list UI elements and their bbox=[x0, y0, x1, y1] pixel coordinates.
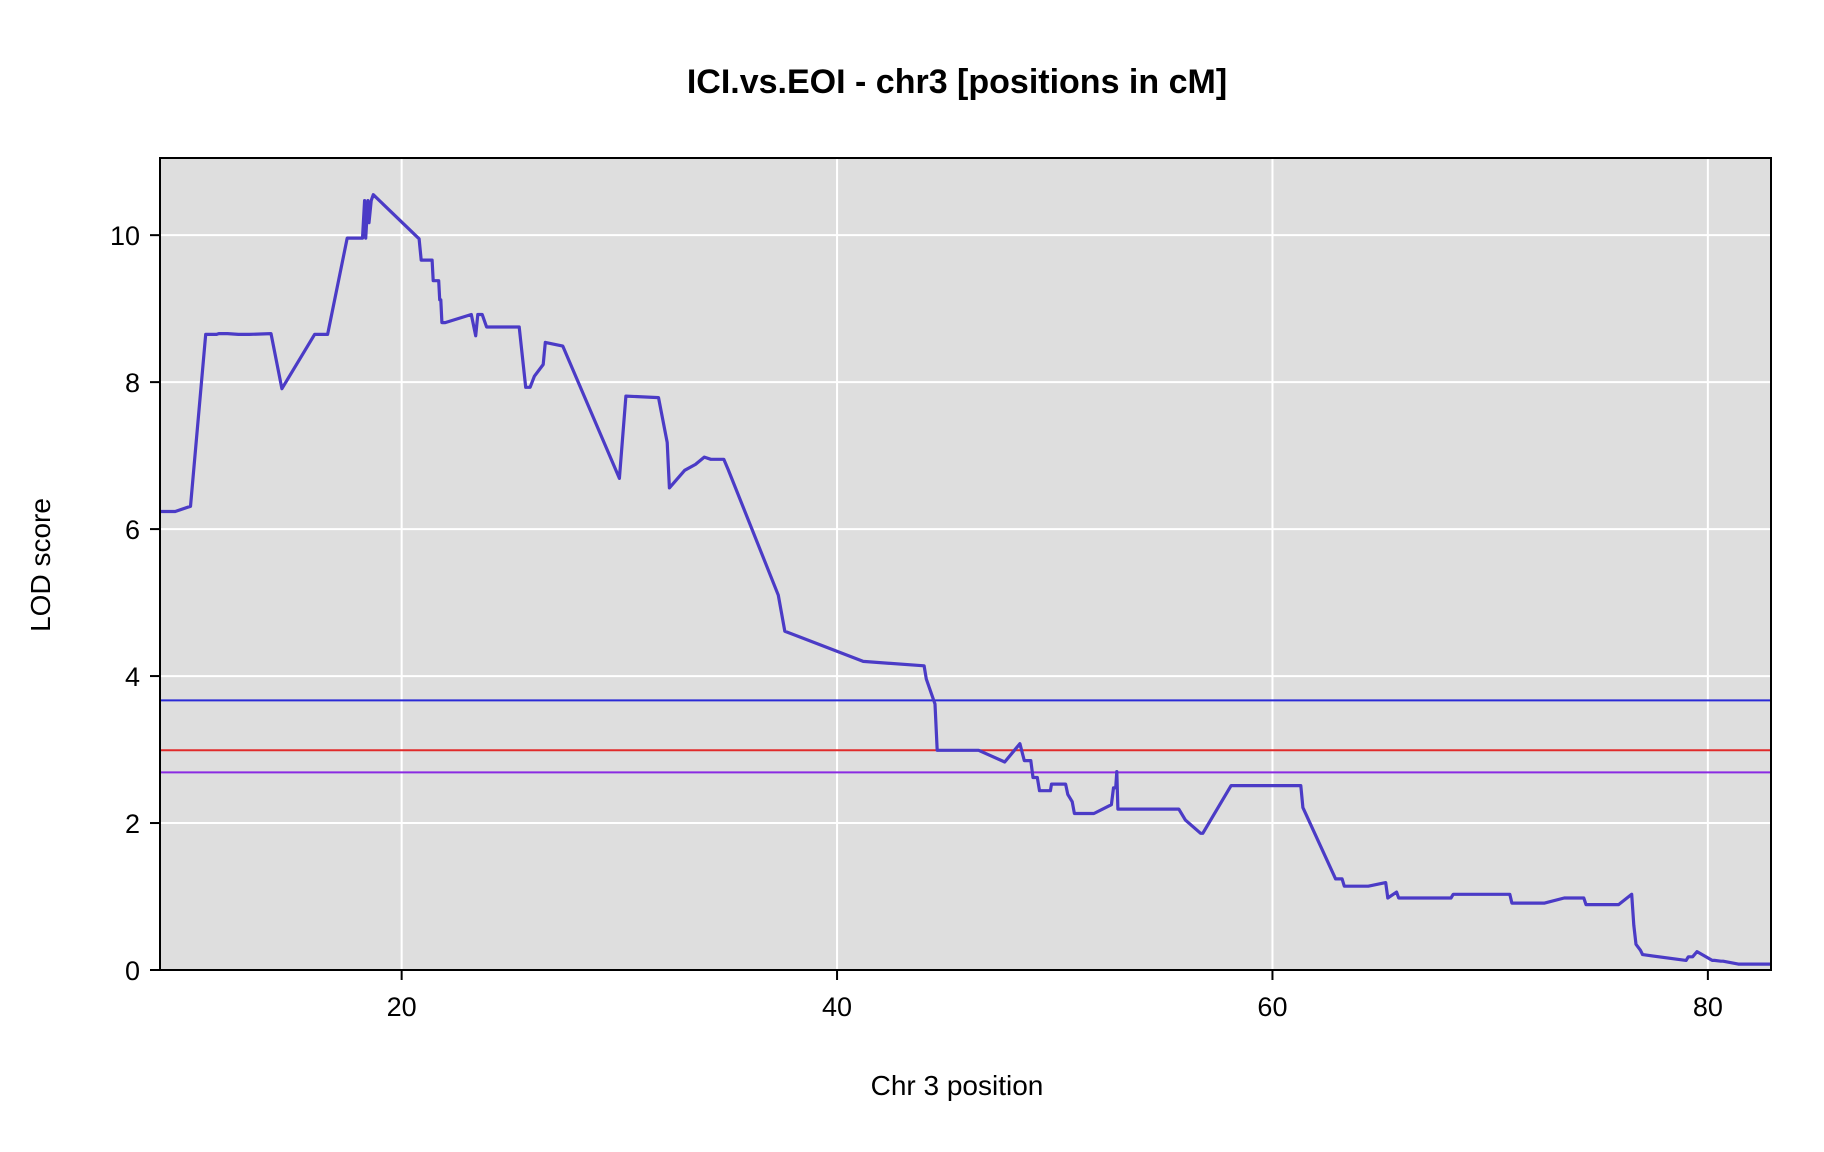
x-tick-label: 60 bbox=[1257, 992, 1287, 1022]
x-tick-label: 20 bbox=[387, 992, 417, 1022]
y-axis-ticks: 0 2 4 6 8 10 bbox=[110, 221, 160, 986]
x-axis-label: Chr 3 position bbox=[871, 1070, 1044, 1101]
y-tick-label: 6 bbox=[125, 515, 140, 545]
lod-line bbox=[160, 193, 1771, 966]
y-tick-label: 2 bbox=[125, 809, 140, 839]
grid-lines bbox=[160, 158, 1771, 971]
y-tick-label: 4 bbox=[125, 662, 140, 692]
y-tick-label: 10 bbox=[110, 221, 140, 251]
x-tick-label: 80 bbox=[1693, 992, 1723, 1022]
x-axis-ticks: 20 40 60 80 bbox=[387, 970, 1723, 1022]
y-tick-label: 0 bbox=[125, 956, 140, 986]
plot-frame bbox=[159, 157, 1772, 971]
plot-area bbox=[160, 158, 1771, 970]
y-tick-label: 8 bbox=[125, 368, 140, 398]
y-axis-label: LOD score bbox=[25, 498, 56, 632]
lod-series bbox=[160, 193, 1771, 966]
chart-title: ICI.vs.EOI - chr3 [positions in cM] bbox=[687, 63, 1227, 101]
x-tick-label: 40 bbox=[822, 992, 852, 1022]
